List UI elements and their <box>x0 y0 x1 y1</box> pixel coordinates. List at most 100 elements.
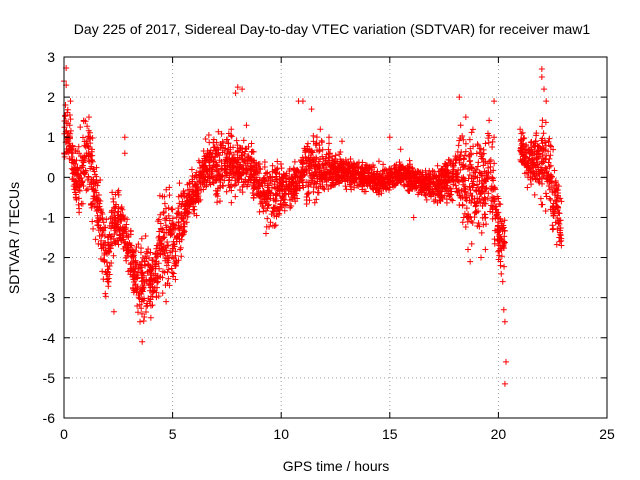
data-point <box>532 176 539 183</box>
data-point <box>535 153 542 160</box>
data-point <box>457 122 464 129</box>
data-point <box>148 275 155 282</box>
data-point <box>110 252 117 259</box>
data-point <box>261 164 268 171</box>
data-point <box>146 298 153 305</box>
data-point <box>248 148 255 155</box>
data-point <box>334 177 341 184</box>
data-point <box>80 183 87 190</box>
data-point <box>225 130 232 137</box>
data-point <box>66 135 73 142</box>
data-point <box>481 168 488 175</box>
data-point <box>235 179 242 186</box>
data-point <box>421 189 428 196</box>
data-point <box>415 191 422 198</box>
data-point <box>401 183 408 190</box>
data-point <box>336 162 343 169</box>
data-point <box>495 256 502 263</box>
data-point <box>501 318 508 325</box>
data-point <box>534 161 541 168</box>
data-point <box>95 240 102 247</box>
data-point <box>149 257 156 264</box>
data-point <box>273 173 280 180</box>
data-point <box>214 199 221 206</box>
data-point <box>219 138 226 145</box>
data-point <box>555 220 562 227</box>
data-point <box>301 171 308 178</box>
data-point <box>225 146 232 153</box>
data-point <box>163 298 170 305</box>
data-point <box>143 278 150 285</box>
data-point <box>303 155 310 162</box>
x-tick-label: 25 <box>599 426 615 442</box>
data-point <box>149 283 156 290</box>
data-point <box>89 218 96 225</box>
x-tick-label: 10 <box>273 426 289 442</box>
data-point <box>487 157 494 164</box>
data-point <box>135 265 142 272</box>
data-point <box>498 270 505 277</box>
data-point <box>517 156 524 163</box>
data-point <box>500 306 507 313</box>
data-point <box>279 175 286 182</box>
data-point <box>210 157 217 164</box>
data-point <box>339 138 346 145</box>
data-point <box>445 172 452 179</box>
data-point <box>454 189 461 196</box>
data-point <box>164 268 171 275</box>
data-point <box>155 260 162 267</box>
data-point <box>468 164 475 171</box>
data-point <box>553 199 560 206</box>
data-point <box>539 140 546 147</box>
data-point <box>115 241 122 248</box>
data-point <box>79 134 86 141</box>
data-point <box>365 169 372 176</box>
data-point <box>162 257 169 264</box>
data-point <box>159 290 166 297</box>
data-point <box>482 200 489 207</box>
data-point <box>558 242 565 249</box>
plot-border <box>63 56 608 419</box>
data-point <box>75 186 82 193</box>
data-point <box>459 164 466 171</box>
data-point <box>140 317 147 324</box>
data-point <box>177 246 184 253</box>
data-point <box>161 250 168 257</box>
data-point <box>462 224 469 231</box>
data-point <box>329 157 336 164</box>
data-point <box>159 226 166 233</box>
data-point <box>462 140 469 147</box>
data-point <box>528 181 535 188</box>
data-point <box>165 259 172 266</box>
data-point <box>214 188 221 195</box>
data-point <box>474 181 481 188</box>
data-point <box>501 240 508 247</box>
data-point <box>190 203 197 210</box>
data-point <box>143 308 149 315</box>
data-point <box>138 291 145 298</box>
data-point <box>184 186 191 193</box>
data-point <box>262 193 269 200</box>
data-point <box>497 245 504 252</box>
data-point <box>551 167 558 174</box>
data-point <box>556 210 563 217</box>
data-point <box>437 179 444 186</box>
data-point <box>236 175 243 182</box>
data-point <box>356 171 363 178</box>
data-point <box>453 176 460 183</box>
data-point <box>267 177 274 184</box>
data-point <box>557 195 564 202</box>
data-point <box>268 184 275 191</box>
data-point <box>191 182 198 189</box>
data-point <box>131 252 138 259</box>
data-point <box>480 146 487 153</box>
data-point <box>99 215 106 222</box>
data-point <box>69 143 76 150</box>
data-point <box>218 158 225 165</box>
data-point <box>412 182 419 189</box>
data-point <box>101 257 108 264</box>
data-point <box>165 255 172 262</box>
data-point <box>346 181 353 188</box>
data-point <box>149 293 156 300</box>
data-point <box>437 197 444 204</box>
